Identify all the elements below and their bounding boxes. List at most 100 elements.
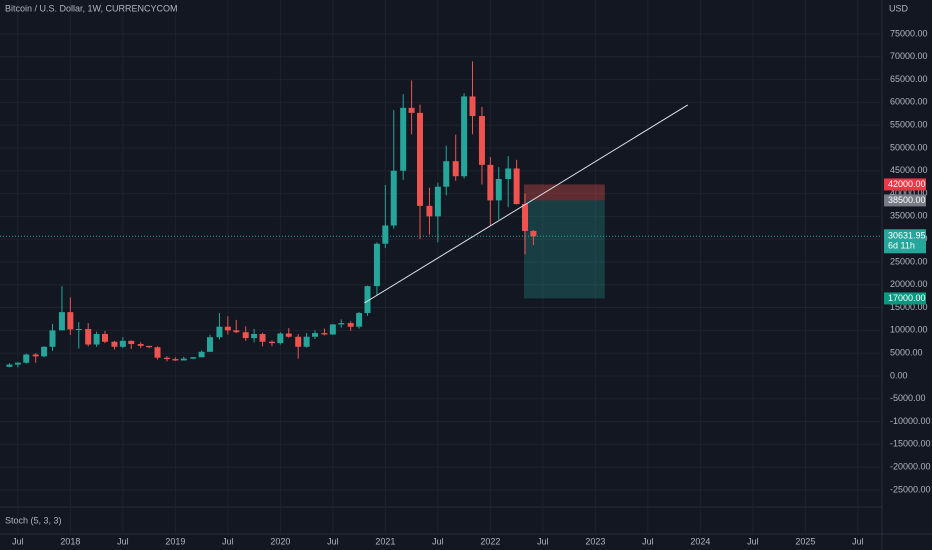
x-tick-label: 2019 [165,536,185,546]
x-tick-label: Jul [537,536,549,546]
x-tick-label: Jul [642,536,654,546]
level-badge [884,178,926,191]
candle-body [180,358,187,361]
x-tick-label: Jul [747,536,759,546]
candle-body [137,344,144,346]
x-tick-label: Jul [117,536,129,546]
x-tick-label: Jul [12,536,24,546]
candle-body [495,178,502,201]
x-tick-label: 2018 [60,536,80,546]
candle-body [513,168,520,205]
chart-title: Bitcoin / U.S. Dollar, 1W, CURRENCYCOM [5,3,178,13]
y-tick-label: -5000.00 [890,393,926,403]
candle-body [373,243,380,287]
candle-body [6,364,13,367]
candle-body [75,328,82,330]
candle-body [390,170,397,226]
candle-body [443,161,450,187]
candle-body [400,107,407,171]
candle-body [23,354,30,363]
y-tick-label: 55000.00 [890,120,928,130]
level-label: 17000.00 [888,293,926,303]
candle-body [119,340,126,347]
y-tick-label: 40000.00 [890,188,928,198]
candle-body [364,286,371,314]
x-tick-label: 2021 [375,536,395,546]
candle-body [242,332,249,339]
candle-body [163,357,170,360]
candle-body [233,330,240,333]
y-tick-label: 35000.00 [890,211,928,221]
candle-body [224,326,231,331]
y-tick-label: 0.00 [890,370,908,380]
stop-zone [523,184,605,201]
candle-body [452,161,459,177]
currency: USD [889,3,909,13]
candle-body [14,362,21,365]
candle-body [259,334,266,342]
candle-body [207,337,213,352]
candle-body [216,326,223,338]
candle-body [356,313,363,327]
candle-body [478,116,485,165]
candle-body [382,225,389,244]
candle-body [190,357,197,359]
x-tick-label: Jul [222,536,234,546]
candle-body [198,351,205,358]
y-tick-label: -25000.00 [890,484,931,494]
candle-body [417,112,423,206]
candle-body [329,324,336,335]
candle-body [487,164,494,201]
last-price-label: 30631.95 [888,231,926,241]
candle-body [49,330,56,347]
candle-body [251,334,258,339]
y-tick-label: 10000.00 [890,325,928,335]
y-tick-label: 50000.00 [890,142,928,152]
candle-body [41,346,48,357]
candle-body [85,328,92,345]
x-tick-label: Jul [432,536,444,546]
y-tick-label: 5000.00 [890,348,923,358]
y-tick-label: 45000.00 [890,165,928,175]
candle-body [32,354,39,357]
countdown: 6d 11h [888,241,915,251]
candle-body [268,341,275,344]
candle-body [295,336,302,347]
candle-body [469,96,476,117]
candle-body [102,334,108,342]
candle-body [154,347,161,358]
y-tick-label: 15000.00 [890,302,928,312]
indicator-label: Stoch (5, 3, 3) [5,515,62,525]
candle-body [426,205,433,217]
x-tick-label: Jul [327,536,339,546]
candle-body [312,333,318,337]
level-badge [884,292,926,305]
x-tick-label: 2024 [690,536,710,546]
candle-body [128,340,135,345]
x-tick-label: Jul [852,536,864,546]
y-tick-label: -15000.00 [890,439,931,449]
x-tick-label: 2025 [795,536,815,546]
y-tick-label: 60000.00 [890,97,928,107]
candle-body [146,345,153,348]
level-label: 42000.00 [888,179,926,189]
candle-body [285,333,292,337]
candle-body [434,186,441,217]
y-tick-label: 65000.00 [890,74,928,84]
x-tick-label: 2023 [585,536,605,546]
candle-body [338,323,345,325]
candle-body [93,334,100,345]
candle-body [303,336,310,347]
candle-body [67,312,74,330]
y-tick-label: -10000.00 [890,416,931,426]
candle-body [530,230,537,237]
candle-body [505,168,512,179]
y-tick-label: 75000.00 [890,28,928,38]
candle-body [111,341,118,347]
y-tick-label: -20000.00 [890,462,931,472]
y-tick-label: 25000.00 [890,256,928,266]
candle-body [58,312,65,331]
target-zone [523,200,605,299]
